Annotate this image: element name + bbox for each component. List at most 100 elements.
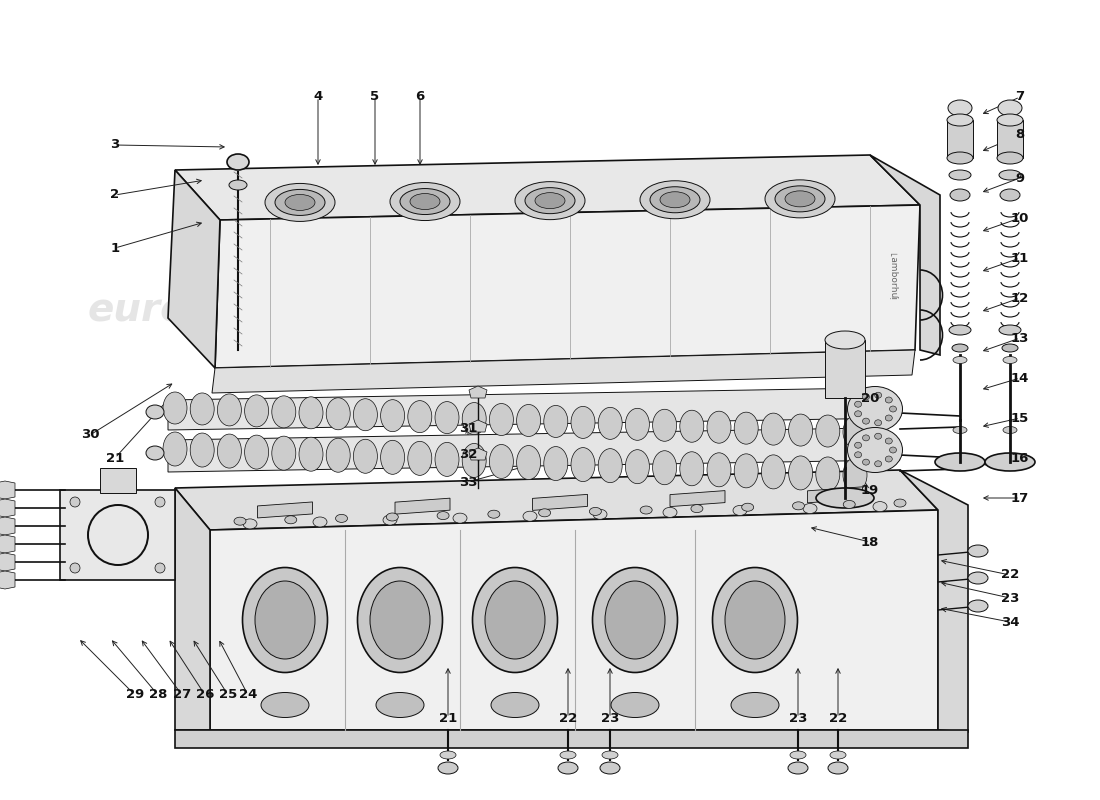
Ellipse shape [381,400,405,432]
Ellipse shape [953,426,967,434]
Ellipse shape [229,180,248,190]
Ellipse shape [789,414,813,446]
Text: 26: 26 [196,689,214,702]
Ellipse shape [935,453,984,471]
Polygon shape [0,553,15,571]
Ellipse shape [462,443,486,478]
Polygon shape [168,388,900,430]
Ellipse shape [285,194,315,210]
Ellipse shape [473,567,558,673]
Text: 22: 22 [559,711,578,725]
Ellipse shape [543,406,568,438]
Ellipse shape [764,180,835,218]
Ellipse shape [314,517,327,527]
Bar [997,120,1023,158]
Ellipse shape [997,114,1023,126]
Polygon shape [532,494,587,510]
Ellipse shape [353,398,377,430]
Ellipse shape [734,412,758,444]
Ellipse shape [1003,357,1018,363]
Polygon shape [168,170,220,368]
Ellipse shape [640,181,710,218]
Ellipse shape [761,413,785,445]
Polygon shape [0,499,15,517]
Ellipse shape [190,433,214,467]
Ellipse shape [862,394,869,400]
Ellipse shape [275,190,324,215]
Ellipse shape [862,418,869,424]
Ellipse shape [855,402,861,407]
Ellipse shape [522,511,537,522]
Ellipse shape [265,183,336,222]
Text: iɲɥɹoqɯɐ˥: iɲɥɹoqɯɐ˥ [891,251,900,299]
Ellipse shape [862,459,869,465]
Ellipse shape [660,192,690,208]
Ellipse shape [535,193,565,209]
Polygon shape [0,481,15,499]
Ellipse shape [855,442,861,448]
Polygon shape [395,498,450,514]
Ellipse shape [543,446,568,481]
Ellipse shape [605,581,665,659]
Ellipse shape [243,519,257,529]
Text: 22: 22 [1001,569,1019,582]
Ellipse shape [593,567,678,673]
Ellipse shape [602,751,618,759]
Ellipse shape [218,394,241,426]
Ellipse shape [816,488,875,508]
Bar [947,120,974,158]
Text: 2: 2 [110,189,120,202]
Ellipse shape [707,453,732,486]
Text: 20: 20 [861,391,879,405]
Ellipse shape [874,461,881,466]
Ellipse shape [244,395,268,427]
Text: 33: 33 [459,475,477,489]
Text: 34: 34 [1001,615,1020,629]
Text: 17: 17 [1011,491,1030,505]
Ellipse shape [234,517,246,525]
Ellipse shape [886,456,892,462]
Ellipse shape [327,438,350,472]
Ellipse shape [843,416,867,448]
Text: 28: 28 [148,689,167,702]
Ellipse shape [155,497,165,507]
Text: 1: 1 [110,242,120,254]
Text: 24: 24 [239,689,257,702]
Polygon shape [807,487,862,503]
Polygon shape [670,490,725,506]
Ellipse shape [590,507,602,515]
Ellipse shape [376,693,424,718]
Ellipse shape [998,100,1022,116]
Ellipse shape [844,501,855,509]
Ellipse shape [598,407,623,439]
Ellipse shape [327,398,350,430]
Text: 29: 29 [125,689,144,702]
Ellipse shape [261,693,309,718]
Ellipse shape [847,427,902,473]
Ellipse shape [560,751,576,759]
Ellipse shape [825,331,865,349]
Text: 19: 19 [861,483,879,497]
Ellipse shape [953,357,967,363]
Ellipse shape [490,403,514,435]
Text: 25: 25 [219,689,238,702]
Ellipse shape [855,452,861,458]
Ellipse shape [741,503,754,511]
Ellipse shape [70,563,80,573]
Ellipse shape [462,402,486,434]
Ellipse shape [949,170,971,180]
Text: 12: 12 [1011,291,1030,305]
Ellipse shape [400,189,450,214]
Text: 23: 23 [601,711,619,725]
Ellipse shape [610,693,659,718]
Ellipse shape [776,186,825,212]
Ellipse shape [828,762,848,774]
Ellipse shape [997,152,1023,164]
Ellipse shape [626,408,649,440]
Text: 30: 30 [80,429,99,442]
Text: 4: 4 [314,90,322,103]
Text: 32: 32 [459,449,477,462]
Ellipse shape [874,434,881,439]
Polygon shape [469,448,487,460]
Ellipse shape [163,392,187,424]
